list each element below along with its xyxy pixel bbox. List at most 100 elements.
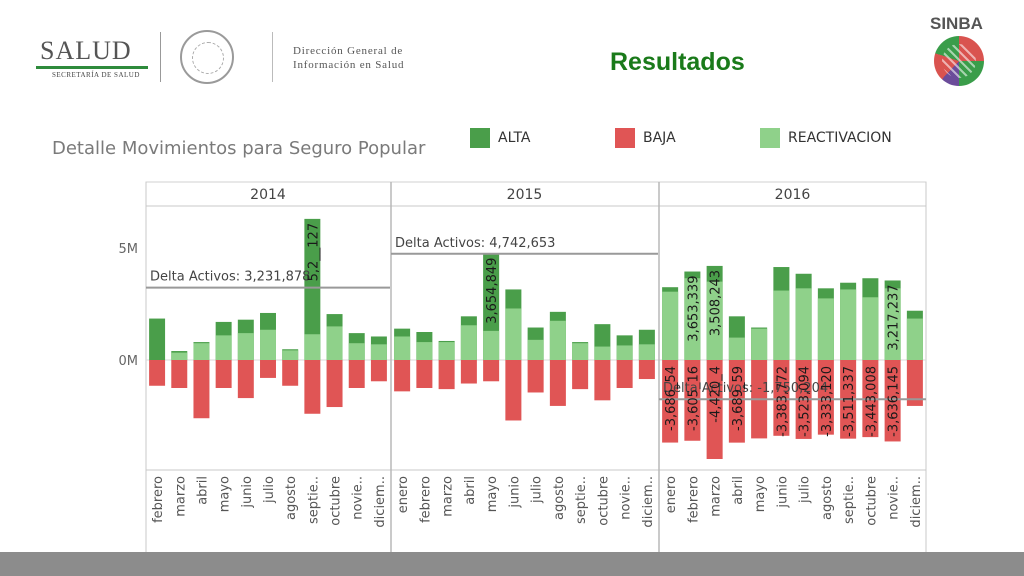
data-label: 3,508,243 (709, 270, 724, 336)
x-tick-label: marzo (709, 476, 724, 517)
y-tick-label: 5M (119, 242, 139, 257)
bar-reactivacion (616, 345, 633, 360)
bar-baja (549, 360, 566, 406)
bar-reactivacion (817, 298, 834, 360)
bar-baja (438, 360, 455, 390)
bar-baja (884, 360, 901, 442)
bar-baja (416, 360, 433, 388)
bar-reactivacion (862, 297, 879, 360)
year-header-row (145, 181, 927, 207)
x-tick-label: novie.. (887, 476, 902, 520)
year-header-2014: 2014 (250, 187, 286, 203)
bar-reactivacion (527, 339, 544, 360)
bar-baja (817, 360, 834, 435)
data-label: -3,686_54 (664, 366, 679, 431)
x-tick-label: agosto (820, 476, 835, 520)
x-tick-label: junio (507, 476, 522, 509)
legend-label-baja: BAJA (643, 130, 676, 146)
bar-reactivacion (416, 342, 433, 360)
footer-bar (0, 552, 1024, 576)
bar-reactivacion (572, 343, 589, 360)
sinba-globe-icon (934, 36, 984, 86)
bar-baja (348, 360, 365, 388)
bar-reactivacion (549, 320, 566, 360)
page-header: SALUD SECRETARÍA DE SALUD Dirección Gene… (0, 0, 1024, 110)
x-tick-label: marzo (173, 476, 188, 517)
x-tick-label: mayo (485, 476, 500, 512)
page-title: Resultados (610, 48, 745, 76)
x-tick-label: octubre (864, 476, 879, 526)
bar-reactivacion (840, 289, 857, 360)
bar-reactivacion (706, 281, 723, 360)
x-tick-label: enero (396, 476, 411, 513)
bar-reactivacion (282, 350, 299, 360)
bar-reactivacion (237, 333, 254, 360)
year-header-2015: 2015 (507, 187, 543, 203)
data-label: -3,383,772 (775, 366, 790, 437)
bar-baja (728, 360, 745, 443)
bar-baja (572, 360, 589, 390)
year-header-2016: 2016 (775, 187, 811, 203)
salud-logo-rule (36, 66, 148, 69)
bar-baja (527, 360, 544, 393)
bar-alta (304, 218, 321, 360)
x-tick-label: enero (664, 476, 679, 513)
chart-title: Detalle Movimientos para Seguro Popular (52, 138, 426, 159)
dgis-label: Dirección General de Información en Salu… (293, 44, 404, 72)
x-tick-label: junio (775, 476, 790, 509)
bar-baja (460, 360, 477, 384)
legend-swatch-reactivacion (760, 128, 780, 148)
data-label: 5,2__127 (306, 223, 321, 282)
bar-reactivacion (348, 343, 365, 360)
legend-item-reactivacion: REACTIVACION (760, 128, 892, 148)
x-tick-label: mayo (753, 476, 768, 512)
data-label: -3,511,337 (842, 366, 857, 437)
data-label: -3,636,145 (887, 366, 902, 437)
x-tick-label: octubre (329, 476, 344, 526)
bar-reactivacion (795, 288, 812, 360)
secretaria-label: SECRETARÍA DE SALUD (52, 71, 140, 79)
data-label: 3,653,339 (686, 276, 701, 342)
bar-baja (282, 360, 299, 386)
x-tick-label: diciem.. (641, 476, 656, 528)
dgis-line-1: Dirección General de (293, 45, 404, 57)
legend-swatch-baja (615, 128, 635, 148)
y-tick-label: 0M (119, 354, 139, 369)
data-label: -3,443,008 (864, 366, 879, 437)
bar-reactivacion (193, 343, 210, 360)
bar-baja (237, 360, 254, 399)
data-label: -3,689_59 (731, 366, 746, 431)
legend-label-alta: ALTA (498, 130, 531, 146)
delta-label: Delta Activos: 3,231,878 (150, 270, 310, 285)
x-tick-label: diciem.. (373, 476, 388, 528)
bar-alta (149, 318, 166, 360)
x-tick-label: febrero (418, 476, 433, 523)
data-label: -4,420_4 (709, 366, 724, 423)
x-tick-label: septie.. (842, 476, 857, 524)
x-tick-label: agosto (552, 476, 567, 520)
bar-reactivacion (728, 337, 745, 360)
bar-baja (304, 360, 321, 414)
data-label: -3,605_16 (686, 366, 701, 431)
bar-baja (483, 360, 500, 382)
bar-baja (370, 360, 387, 382)
bar-baja (326, 360, 343, 408)
bar-baja (505, 360, 522, 421)
bar-baja (171, 360, 188, 388)
x-tick-label: septie.. (306, 476, 321, 524)
x-tick-label: diciem.. (909, 476, 924, 528)
x-tick-label: julio (262, 476, 277, 504)
bar-baja (260, 360, 276, 378)
bar-baja (706, 360, 723, 460)
bar-baja (662, 360, 679, 443)
bar-reactivacion (505, 308, 522, 360)
x-tick-label: septie.. (574, 476, 589, 524)
dgis-line-2: Información en Salud (293, 59, 405, 71)
bar-reactivacion (326, 326, 343, 360)
header-divider-2 (272, 32, 273, 82)
x-tick-label: octubre (596, 476, 611, 526)
delta-label: Delta Activos: 4,742,653 (395, 236, 555, 251)
bar-baja (684, 360, 701, 441)
bar-reactivacion (638, 344, 655, 360)
